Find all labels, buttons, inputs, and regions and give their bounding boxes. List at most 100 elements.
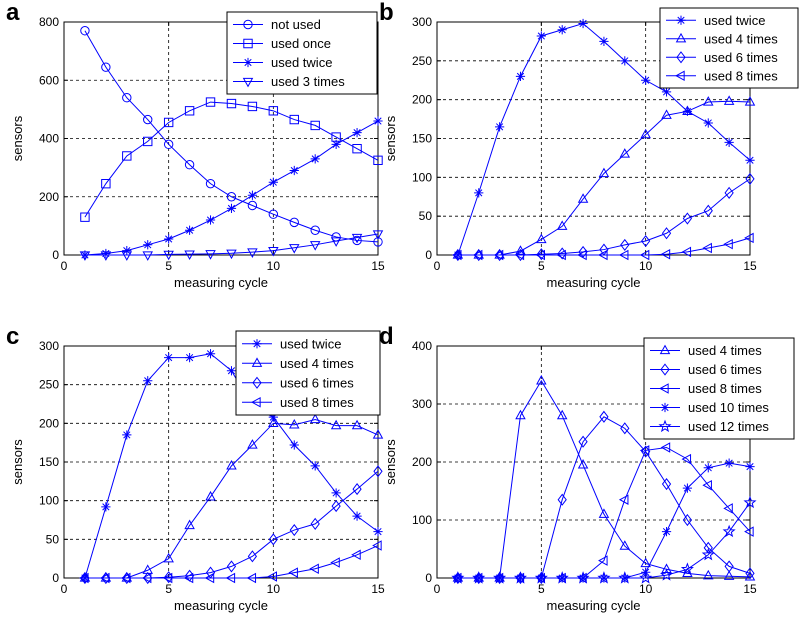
data-point [534, 571, 548, 584]
y-tick-label: 150 [412, 132, 432, 146]
data-point [289, 440, 299, 450]
data-point [163, 250, 174, 261]
data-point [536, 374, 547, 385]
data-point [597, 571, 611, 584]
data-point [555, 571, 569, 584]
y-tick-label: 400 [39, 132, 59, 146]
legend-label: used 3 times [271, 74, 345, 89]
data-point [556, 249, 566, 261]
data-point [352, 482, 362, 496]
series-used-once [80, 97, 383, 222]
y-axis-label: sensors [10, 439, 25, 485]
data-point [514, 249, 525, 261]
data-point [702, 479, 712, 491]
series-line [457, 502, 751, 579]
x-tick-label: 0 [434, 259, 441, 273]
data-point [205, 178, 216, 189]
x-axis-label: measuring cycle [547, 275, 641, 290]
data-point [494, 122, 505, 132]
data-point [639, 571, 653, 584]
x-tick-label: 0 [61, 582, 68, 596]
data-point [310, 461, 320, 471]
data-point [681, 453, 692, 465]
data-point [163, 117, 174, 128]
data-point [641, 75, 651, 85]
legend-label: not used [271, 17, 321, 32]
data-point [493, 249, 504, 261]
legend-marker [242, 77, 254, 88]
legend-marker [659, 383, 669, 394]
panel-label: a [6, 0, 20, 26]
series-used-12-times [451, 495, 757, 584]
data-point [351, 419, 363, 430]
data-point [310, 517, 320, 530]
data-point [330, 419, 342, 430]
y-tick-label: 50 [46, 532, 60, 546]
data-point [268, 412, 278, 422]
data-point [309, 563, 319, 574]
data-point [702, 242, 712, 254]
x-tick-label: 0 [61, 259, 68, 273]
data-point [289, 244, 300, 254]
data-point [724, 458, 734, 468]
legend-label: used once [271, 36, 331, 51]
data-point [309, 241, 321, 251]
data-point [620, 56, 630, 66]
legend-marker [251, 357, 263, 367]
x-tick-label: 5 [538, 259, 545, 273]
series-line [84, 545, 379, 579]
data-point [661, 526, 672, 537]
x-tick-label: 5 [165, 259, 172, 273]
data-point [351, 233, 363, 244]
data-point [143, 240, 153, 250]
legend-label: used 8 times [704, 68, 778, 83]
data-point [372, 230, 384, 240]
legend-entry: used 8 times [650, 381, 762, 396]
data-point [352, 511, 362, 521]
data-point [79, 572, 89, 584]
data-point [122, 246, 132, 256]
data-point [122, 151, 132, 161]
y-tick-label: 200 [412, 93, 432, 107]
y-tick-label: 250 [39, 378, 59, 392]
data-point [639, 445, 650, 456]
data-point [247, 248, 258, 258]
legend-marker [675, 32, 687, 43]
y-tick-label: 300 [412, 397, 432, 411]
series-used-twice [453, 18, 755, 260]
data-point [310, 120, 320, 131]
data-point [577, 193, 589, 203]
data-point [703, 96, 714, 106]
data-point [724, 137, 734, 148]
data-point [744, 232, 754, 244]
data-point [745, 172, 755, 185]
data-point [373, 155, 383, 166]
data-point [289, 165, 299, 176]
legend-marker [660, 363, 670, 376]
data-point [703, 569, 714, 580]
data-point [723, 95, 735, 105]
legend-entry: not used [233, 17, 321, 32]
x-tick-label: 15 [743, 582, 757, 596]
data-point [143, 114, 153, 125]
data-point [598, 167, 610, 178]
legend-label: used 4 times [280, 356, 354, 371]
panel-label: d [379, 323, 394, 350]
data-point [330, 557, 340, 568]
y-axis-label: sensors [10, 115, 25, 161]
data-point [268, 177, 278, 187]
x-tick-label: 10 [639, 582, 653, 596]
x-tick-label: 10 [267, 259, 281, 273]
data-point [618, 571, 632, 584]
data-point [184, 160, 195, 170]
data-point [101, 178, 111, 189]
x-axis-label: measuring cycle [174, 275, 268, 290]
data-point [641, 234, 651, 248]
data-point [661, 477, 672, 491]
data-point [247, 200, 258, 211]
legend-label: used 4 times [688, 343, 762, 358]
data-point [100, 251, 112, 261]
data-point [682, 513, 693, 527]
data-point [451, 571, 465, 584]
